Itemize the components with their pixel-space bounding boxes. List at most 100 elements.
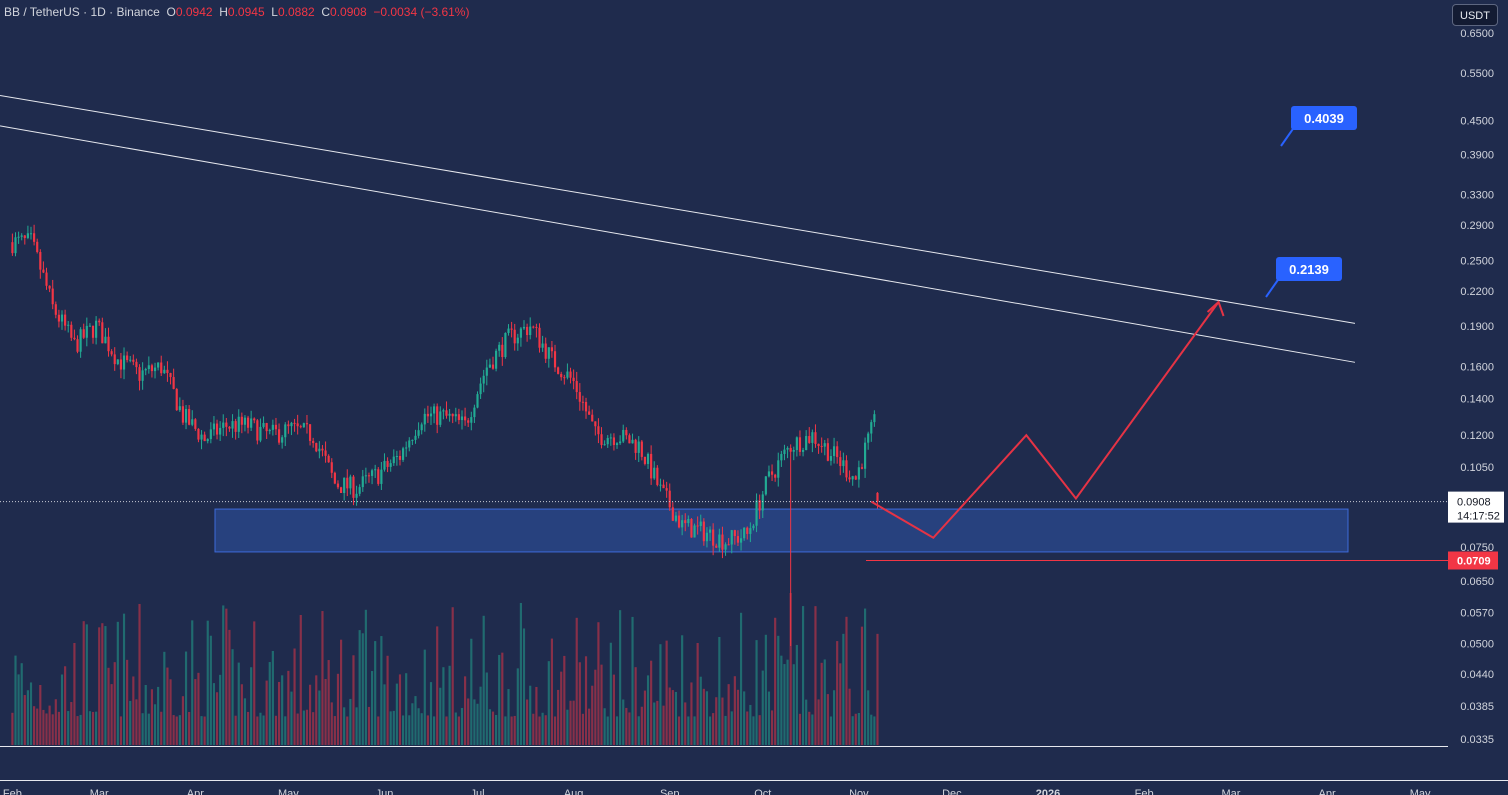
candle[interactable] — [646, 452, 650, 469]
candle[interactable] — [259, 418, 262, 443]
candle[interactable] — [460, 410, 464, 430]
candle[interactable] — [138, 364, 141, 391]
candle[interactable] — [277, 423, 281, 445]
candle[interactable] — [653, 461, 656, 480]
candle[interactable] — [684, 513, 687, 532]
candle[interactable] — [346, 469, 349, 497]
candle[interactable] — [398, 450, 402, 466]
candle[interactable] — [116, 359, 119, 366]
candle[interactable] — [380, 462, 383, 490]
candle[interactable] — [507, 324, 510, 336]
candle[interactable] — [274, 417, 278, 435]
candle[interactable] — [237, 409, 240, 438]
candle[interactable] — [479, 377, 482, 399]
candle[interactable] — [457, 408, 460, 425]
candle[interactable] — [23, 234, 26, 245]
candle[interactable] — [820, 437, 823, 453]
candle[interactable] — [553, 344, 557, 372]
candle[interactable] — [581, 395, 585, 411]
candle[interactable] — [473, 404, 476, 424]
candle[interactable] — [163, 365, 166, 374]
candle[interactable] — [101, 317, 104, 344]
candle[interactable] — [271, 419, 274, 436]
currency-button[interactable]: USDT — [1452, 4, 1498, 26]
candle[interactable] — [122, 347, 126, 380]
candle[interactable] — [215, 419, 219, 440]
candle[interactable] — [296, 414, 299, 435]
candle[interactable] — [392, 449, 395, 466]
candle[interactable] — [141, 362, 144, 390]
candle[interactable] — [575, 371, 578, 400]
candle[interactable] — [777, 452, 780, 487]
candle[interactable] — [299, 424, 302, 429]
candle[interactable] — [126, 351, 129, 363]
candle[interactable] — [522, 320, 526, 330]
candle[interactable] — [557, 366, 560, 375]
candle[interactable] — [305, 414, 309, 434]
candle[interactable] — [770, 464, 774, 481]
candle[interactable] — [219, 421, 222, 441]
candle[interactable] — [361, 469, 364, 492]
candle[interactable] — [60, 310, 64, 330]
candle[interactable] — [485, 359, 488, 386]
candle[interactable] — [702, 518, 705, 546]
candle[interactable] — [370, 468, 374, 485]
candle[interactable] — [445, 401, 448, 419]
candle[interactable] — [696, 516, 699, 535]
candle[interactable] — [839, 450, 842, 476]
candle[interactable] — [448, 408, 451, 422]
candle[interactable] — [529, 317, 532, 340]
candle[interactable] — [135, 358, 138, 375]
candle[interactable] — [191, 410, 194, 427]
candle[interactable] — [510, 321, 513, 338]
candle[interactable] — [417, 422, 420, 439]
candle[interactable] — [14, 232, 17, 257]
candle[interactable] — [814, 424, 817, 448]
candle[interactable] — [429, 406, 433, 425]
candle[interactable] — [200, 430, 203, 450]
candle[interactable] — [405, 441, 408, 457]
candle[interactable] — [119, 352, 123, 379]
candle[interactable] — [206, 438, 209, 444]
candle[interactable] — [699, 514, 702, 532]
candle[interactable] — [98, 318, 101, 326]
candle[interactable] — [70, 321, 73, 341]
candle[interactable] — [733, 529, 736, 545]
candle[interactable] — [491, 356, 495, 370]
candle[interactable] — [832, 437, 836, 464]
channel-lower-line[interactable] — [0, 125, 1356, 363]
candle[interactable] — [203, 431, 206, 442]
candle[interactable] — [541, 335, 544, 352]
candle[interactable] — [42, 261, 45, 274]
candle[interactable] — [817, 443, 820, 454]
candle[interactable] — [764, 476, 767, 496]
candle[interactable] — [110, 349, 113, 357]
candle[interactable] — [470, 411, 473, 431]
candle[interactable] — [650, 445, 653, 485]
candle[interactable] — [826, 438, 829, 462]
candle[interactable] — [169, 372, 172, 385]
candle[interactable] — [64, 309, 67, 331]
candle[interactable] — [863, 437, 867, 478]
candle[interactable] — [743, 527, 746, 541]
candle[interactable] — [780, 450, 783, 467]
candle[interactable] — [188, 405, 191, 426]
candle[interactable] — [851, 475, 854, 486]
candle[interactable] — [622, 424, 625, 443]
candle[interactable] — [572, 369, 575, 390]
candle[interactable] — [426, 405, 429, 423]
candle[interactable] — [705, 527, 709, 548]
candle[interactable] — [746, 526, 749, 540]
candle[interactable] — [411, 439, 414, 446]
candle[interactable] — [870, 419, 873, 442]
candle[interactable] — [544, 337, 547, 363]
candle[interactable] — [144, 367, 147, 376]
candle[interactable] — [321, 445, 324, 457]
candle[interactable] — [767, 465, 771, 478]
candle[interactable] — [612, 433, 616, 451]
candle[interactable] — [85, 317, 88, 347]
candle[interactable] — [67, 321, 70, 333]
candle[interactable] — [600, 427, 603, 449]
candle[interactable] — [718, 528, 721, 552]
